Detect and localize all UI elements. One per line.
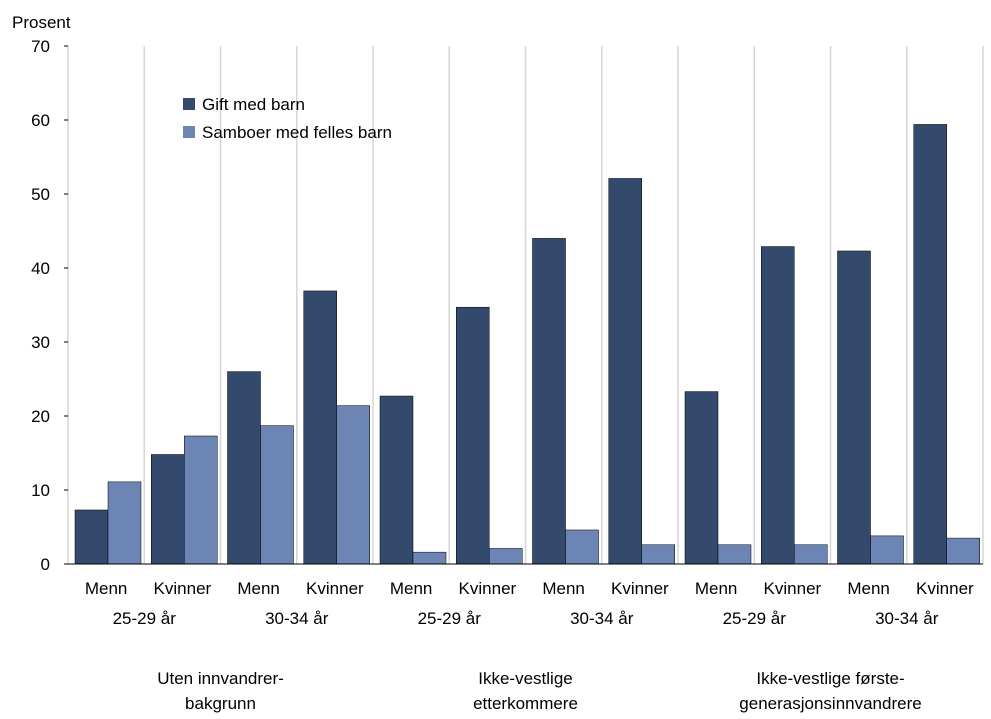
- y-tick-label: 40: [31, 259, 50, 278]
- bar-gift-med-barn: [303, 290, 337, 565]
- bar-samboer-med-felles-barn: [260, 425, 294, 565]
- x-tick-label: Kvinner: [611, 579, 669, 598]
- population-group-label: bakgrunn: [185, 694, 256, 713]
- bar-gift-med-barn: [837, 250, 871, 565]
- bar-gift-med-barn: [74, 509, 109, 565]
- bar-gift-med-barn: [532, 238, 566, 565]
- y-tick-label: 60: [31, 111, 50, 130]
- legend-label-samboer-med-felles-barn: Samboer med felles barn: [202, 123, 392, 142]
- bar-samboer-med-felles-barn: [565, 529, 599, 565]
- age-group-label: 30-34 år: [570, 609, 634, 628]
- bar-samboer-med-felles-barn: [946, 537, 980, 565]
- bar-gift-med-barn: [456, 306, 490, 565]
- x-tick-label: Kvinner: [764, 579, 822, 598]
- bar-samboer-med-felles-barn: [184, 435, 218, 565]
- x-tick-label: Menn: [695, 579, 738, 598]
- age-group-label: 25-29 år: [113, 609, 177, 628]
- bar-gift-med-barn: [761, 246, 795, 565]
- bar-gift-med-barn: [227, 371, 261, 565]
- x-tick-label: Kvinner: [306, 579, 364, 598]
- x-tick-label: Kvinner: [154, 579, 212, 598]
- population-group-label: generasjonsinnvandrere: [739, 694, 921, 713]
- bar-gift-med-barn: [379, 395, 414, 565]
- population-group-label: Uten innvandrer-: [157, 669, 284, 688]
- bar-samboer-med-felles-barn: [794, 544, 828, 565]
- bar-gift-med-barn: [608, 178, 642, 565]
- population-group-label: etterkommere: [473, 694, 578, 713]
- legend-label-gift-med-barn: Gift med barn: [202, 95, 305, 114]
- x-tick-label: Kvinner: [459, 579, 517, 598]
- y-axis-label: Prosent: [12, 13, 71, 32]
- age-group-label: 25-29 år: [723, 609, 787, 628]
- y-axis: 0 10 20 30 40 50 60 70: [31, 37, 68, 574]
- bar-gift-med-barn: [913, 124, 947, 565]
- y-tick-label: 50: [31, 185, 50, 204]
- y-tick-label: 10: [31, 481, 50, 500]
- bar-samboer-med-felles-barn: [870, 535, 904, 565]
- x-tick-label: Kvinner: [916, 579, 974, 598]
- bar-samboer-med-felles-barn: [336, 405, 370, 565]
- age-group-label: 30-34 år: [875, 609, 939, 628]
- bar-gift-med-barn: [684, 391, 719, 565]
- bar-gift-med-barn: [151, 454, 185, 565]
- bar-samboer-med-felles-barn: [717, 544, 752, 565]
- bar-samboer-med-felles-barn: [107, 481, 142, 565]
- age-group-label: 25-29 år: [418, 609, 482, 628]
- y-tick-label: 30: [31, 333, 50, 352]
- age-group-label: 30-34 år: [265, 609, 329, 628]
- bars: [74, 124, 980, 565]
- x-axis-labels: Menn Kvinner Menn Kvinner Menn Kvinner Menn Kvi…: [85, 579, 974, 713]
- bar-samboer-med-felles-barn: [489, 548, 523, 565]
- population-group-label: Ikke-vestlige: [478, 669, 572, 688]
- population-group-label: Ikke-vestlige første-: [756, 669, 904, 688]
- bar-samboer-med-felles-barn: [412, 551, 447, 565]
- bar-samboer-med-felles-barn: [641, 544, 675, 565]
- x-tick-label: Menn: [847, 579, 890, 598]
- x-tick-label: Menn: [390, 579, 433, 598]
- legend-swatch-samboer-med-felles-barn: [183, 126, 195, 138]
- grid-lines: [67, 46, 984, 564]
- x-tick-label: Menn: [85, 579, 128, 598]
- x-tick-label: Menn: [237, 579, 280, 598]
- legend: Gift med barn Samboer med felles barn: [183, 95, 392, 142]
- y-tick-label: 20: [31, 407, 50, 426]
- y-tick-label: 0: [41, 555, 50, 574]
- x-tick-label: Menn: [542, 579, 585, 598]
- y-tick-label: 70: [31, 37, 50, 56]
- legend-swatch-gift-med-barn: [183, 98, 195, 110]
